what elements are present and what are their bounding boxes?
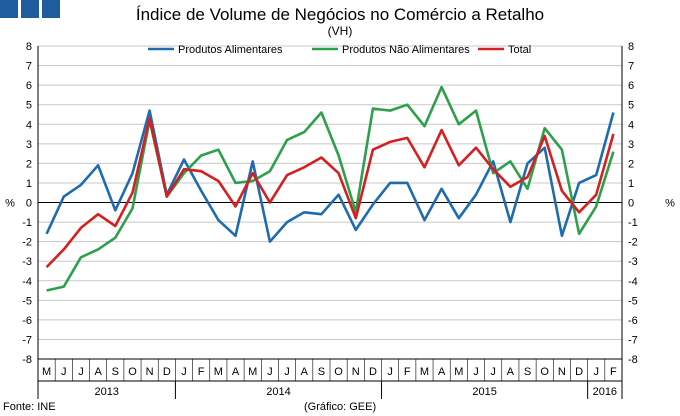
x-tick-label: A — [94, 366, 102, 378]
x-tick-label: O — [334, 366, 343, 378]
y-tick-label-left: 4 — [26, 119, 32, 131]
y-tick-label-left: 7 — [26, 61, 32, 73]
chart-title: Índice de Volume de Negócios no Comércio… — [135, 5, 545, 24]
y-tick-label-right: -3 — [628, 256, 638, 268]
y-tick-label-left: -7 — [22, 334, 32, 346]
x-tick-label: J — [387, 366, 393, 378]
x-tick-label: J — [181, 366, 187, 378]
x-tick-label: F — [198, 366, 205, 378]
y-tick-label-left: -1 — [22, 217, 32, 229]
y-tick-label-right: 8 — [628, 41, 634, 53]
x-tick-label: A — [507, 366, 515, 378]
header-square — [21, 0, 39, 18]
x-tick-label: D — [575, 366, 583, 378]
y-tick-label-right: 1 — [628, 178, 634, 190]
x-tick-label: M — [454, 366, 463, 378]
x-tick-label: M — [420, 366, 429, 378]
year-label: 2014 — [266, 386, 290, 398]
y-tick-label-left: 6 — [26, 80, 32, 92]
year-label: 2016 — [593, 386, 617, 398]
x-tick-label: S — [524, 366, 531, 378]
x-tick-label: J — [593, 366, 599, 378]
y-tick-label-right: 4 — [628, 119, 634, 131]
x-tick-label: D — [163, 366, 171, 378]
x-tick-label: S — [318, 366, 325, 378]
y-tick-label-left: -3 — [22, 256, 32, 268]
y-tick-label-left: -8 — [22, 354, 32, 366]
y-tick-label-right: 7 — [628, 61, 634, 73]
y-tick-label-left: -4 — [22, 276, 32, 288]
x-tick-label: J — [61, 366, 67, 378]
year-label: 2013 — [94, 386, 118, 398]
x-tick-label: F — [404, 366, 411, 378]
year-label: 2015 — [472, 386, 496, 398]
x-tick-label: S — [112, 366, 119, 378]
y-tick-label-right: -6 — [628, 315, 638, 327]
y-tick-label-right: -7 — [628, 334, 638, 346]
x-tick-label: O — [540, 366, 549, 378]
series-line — [45, 117, 615, 269]
header-square — [0, 0, 18, 18]
y-tick-label-left: -6 — [22, 315, 32, 327]
x-tick-label: M — [248, 366, 257, 378]
y-tick-label-right: 6 — [628, 80, 634, 92]
x-tick-label: J — [267, 366, 273, 378]
y-tick-label-left: 5 — [26, 100, 32, 112]
y-axis-label-left: % — [5, 198, 15, 210]
y-tick-label-left: -5 — [22, 295, 32, 307]
x-tick-label: J — [473, 366, 479, 378]
y-tick-label-left: 0 — [26, 198, 32, 210]
series-line — [46, 85, 615, 292]
y-tick-label-right: -5 — [628, 295, 638, 307]
x-tick-label: J — [490, 366, 496, 378]
x-tick-label: O — [128, 366, 137, 378]
y-tick-label-right: -1 — [628, 217, 638, 229]
x-tick-label: M — [214, 366, 223, 378]
source-note: Fonte: INE — [3, 401, 56, 413]
y-axis-label-right: % — [665, 198, 675, 210]
x-tick-label: J — [284, 366, 290, 378]
y-tick-label-right: 0 — [628, 198, 634, 210]
y-tick-label-right: 5 — [628, 100, 634, 112]
legend-label: Produtos Não Alimentares — [342, 44, 470, 56]
series-line — [45, 109, 615, 243]
x-tick-label: N — [558, 366, 566, 378]
x-tick-label: A — [438, 366, 446, 378]
y-tick-label-right: -4 — [628, 276, 638, 288]
credit-note: (Gráfico: GEE) — [304, 401, 377, 413]
y-tick-label-left: 8 — [26, 41, 32, 53]
x-tick-label: A — [232, 366, 240, 378]
legend-label: Total — [508, 44, 531, 56]
x-tick-label: A — [301, 366, 309, 378]
y-tick-label-right: 3 — [628, 139, 634, 151]
chart-subtitle: (VH) — [327, 24, 353, 38]
y-tick-label-left: 2 — [26, 158, 32, 170]
x-tick-label: J — [78, 366, 84, 378]
y-tick-label-left: -2 — [22, 237, 32, 249]
header-square — [42, 0, 60, 18]
x-tick-label: N — [146, 366, 154, 378]
y-tick-label-right: -8 — [628, 354, 638, 366]
y-tick-label-right: -2 — [628, 237, 638, 249]
y-tick-label-left: 1 — [26, 178, 32, 190]
y-tick-label-left: 3 — [26, 139, 32, 151]
x-tick-label: F — [610, 366, 617, 378]
x-tick-label: N — [352, 366, 360, 378]
y-tick-label-right: 2 — [628, 158, 634, 170]
x-tick-label: M — [42, 366, 51, 378]
x-tick-label: D — [369, 366, 377, 378]
legend-label: Produtos Alimentares — [178, 44, 283, 56]
